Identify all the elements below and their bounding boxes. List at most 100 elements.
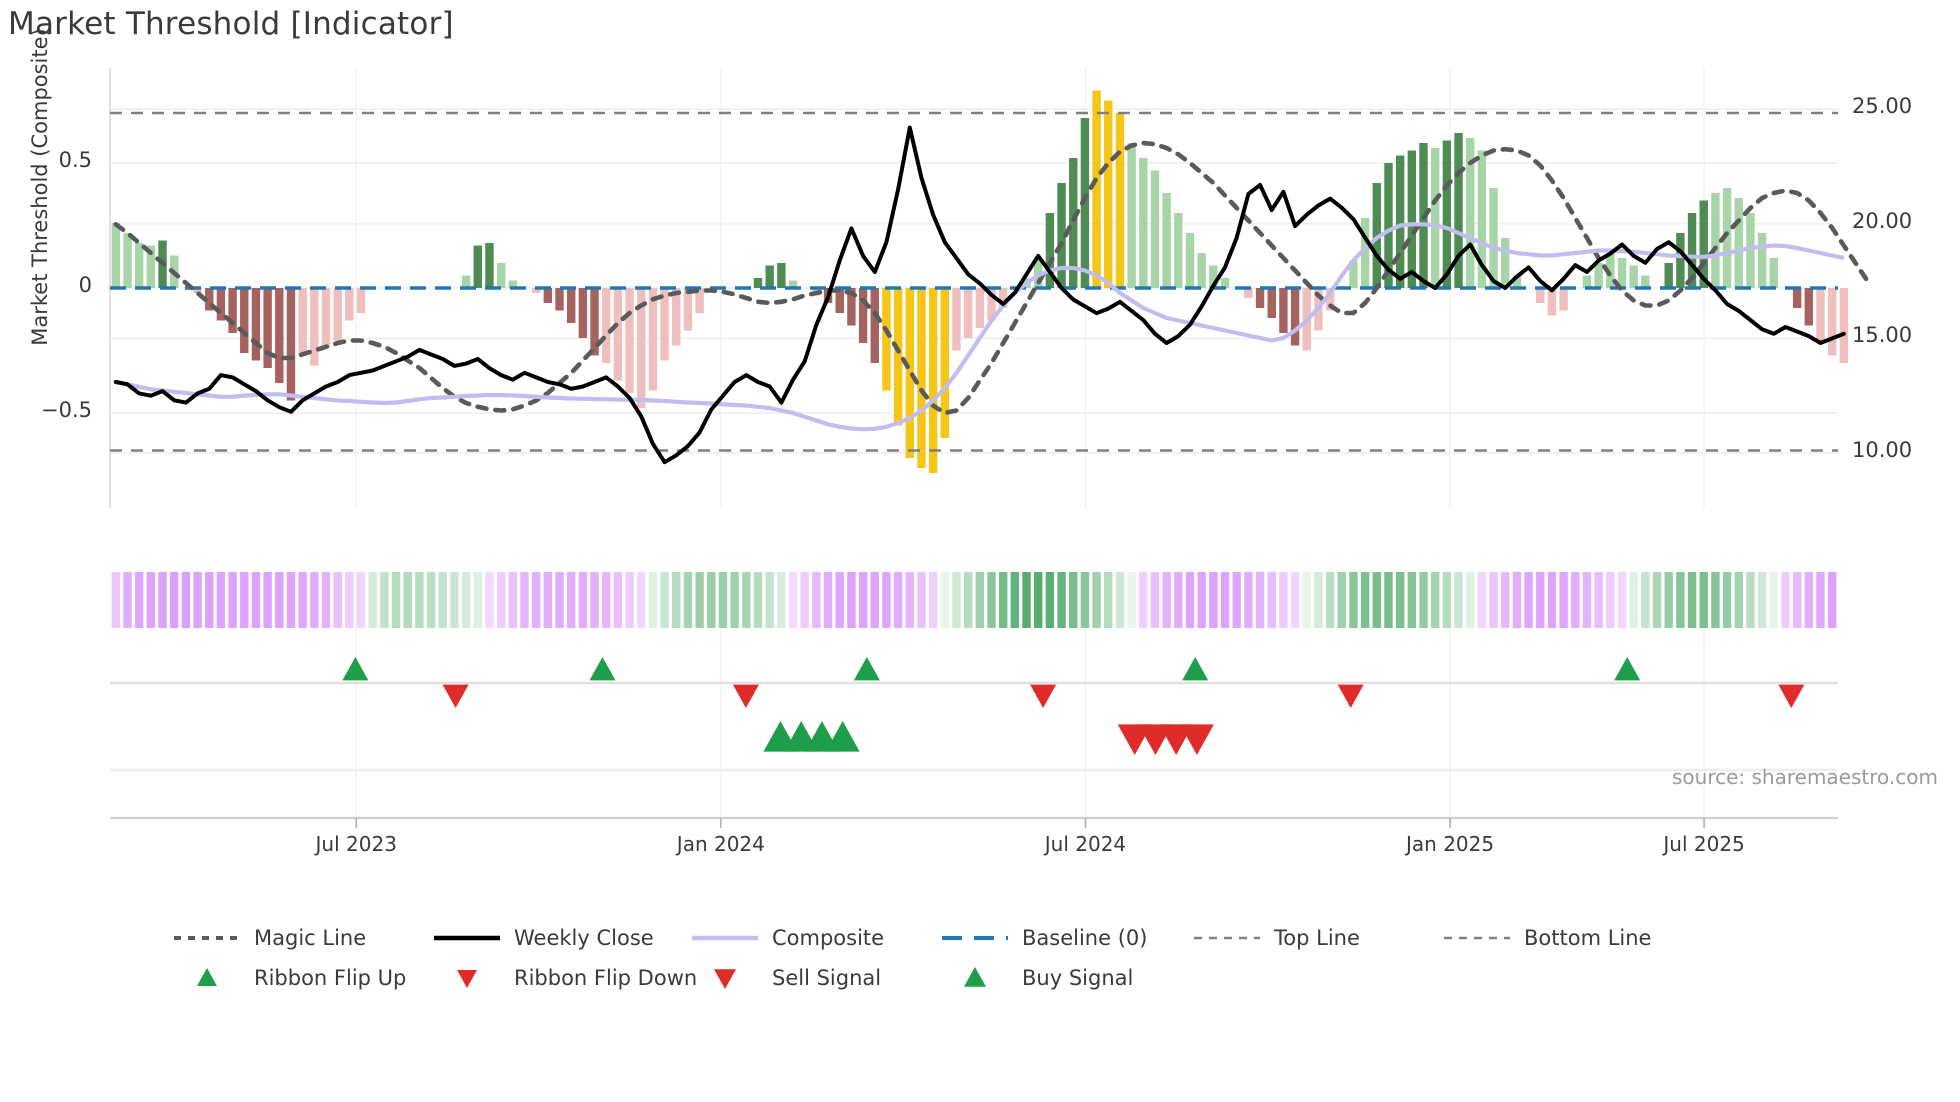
legend-item-magic-line[interactable]: Magic Line [170, 926, 430, 950]
legend-row-signals: Ribbon Flip Up Ribbon Flip Down Sell Signa… [0, 958, 1960, 998]
histogram-bar [134, 243, 144, 288]
histogram-bar [695, 288, 704, 313]
histogram-bar [1185, 233, 1195, 288]
x-tick-0: Jul 2023 [315, 832, 397, 856]
histogram-bar [531, 288, 541, 293]
histogram-bar [590, 288, 599, 356]
ribbon-bar [134, 572, 144, 628]
histogram-bar [1127, 143, 1136, 288]
histogram-bar [1162, 193, 1171, 288]
legend-item-composite[interactable]: Composite [688, 926, 938, 950]
ribbon-bar [170, 572, 179, 628]
histogram-bar [333, 288, 342, 341]
ribbon-bar [1290, 572, 1300, 628]
histogram-bar [1267, 288, 1276, 318]
histogram-bar [1734, 198, 1743, 288]
histogram-bar [496, 263, 506, 288]
ribbon-bar [917, 572, 926, 628]
ribbon-bar [1501, 572, 1510, 628]
histogram-bar [1069, 158, 1078, 288]
ribbon-bar [461, 572, 471, 628]
histogram-bar [1746, 213, 1755, 288]
legend-label: Composite [772, 926, 885, 950]
ribbon-bar [310, 572, 319, 628]
histogram-bar [998, 288, 1008, 308]
legend-label: Magic Line [254, 926, 367, 950]
ribbon-bar [1010, 572, 1020, 628]
ribbon-bar [1349, 572, 1358, 628]
histogram-bar [251, 288, 261, 361]
ribbon-bar [415, 572, 424, 628]
histogram-bar [847, 288, 856, 326]
ribbon-bar [753, 572, 763, 628]
histogram-bar [1489, 188, 1498, 288]
histogram-bar [1255, 288, 1265, 308]
histogram-bar [1092, 90, 1101, 288]
right-tick-1: 20.00 [1852, 208, 1913, 233]
histogram-bar [1244, 288, 1253, 298]
ribbon-bar [672, 572, 681, 628]
ribbon-bar [1746, 572, 1755, 628]
ribbon-bar [531, 572, 541, 628]
ribbon-flip-down-marker [1337, 684, 1364, 708]
legend-label: Sell Signal [772, 966, 882, 990]
ribbon-bar [987, 572, 996, 628]
legend-item-sell-signal[interactable]: Sell Signal [688, 966, 938, 990]
ribbon-bar [1185, 572, 1195, 628]
histogram-bar [1080, 118, 1090, 288]
histogram-bar [788, 280, 798, 288]
ribbon-bar [590, 572, 599, 628]
histogram-bar [1150, 170, 1160, 288]
ribbon-bar [1582, 572, 1592, 628]
ribbon-bar [940, 572, 950, 628]
ribbon-flip-up-marker [1614, 657, 1641, 681]
histogram-bar [1349, 260, 1358, 288]
ribbon-bar [847, 572, 856, 628]
histogram-bar [1466, 138, 1475, 288]
histogram-bar [1279, 288, 1288, 333]
histogram-bar [1641, 275, 1650, 288]
ribbon-bar [882, 572, 891, 628]
legend-item-weekly-close[interactable]: Weekly Close [430, 926, 688, 950]
histogram-bar [298, 288, 307, 356]
histogram-bar [905, 288, 914, 458]
ribbon-bar [1162, 572, 1171, 628]
ribbon-bar [1524, 572, 1533, 628]
legend-item-buy-signal[interactable]: Buy Signal [938, 966, 1190, 990]
ribbon-bar [158, 572, 167, 628]
legend-item-baseline-0[interactable]: Baseline (0) [938, 926, 1190, 950]
histogram-bar [146, 245, 156, 288]
histogram-bar [963, 288, 973, 338]
ribbon-flip-up-marker [342, 657, 369, 681]
ribbon-bar [695, 572, 704, 628]
legend-label: Ribbon Flip Down [514, 966, 698, 990]
histogram-bar [683, 288, 693, 331]
ribbon-bar [835, 572, 844, 628]
histogram-bar [1792, 288, 1802, 308]
histogram-bar [777, 263, 786, 288]
ribbon-bar [1536, 572, 1545, 628]
histogram-bar [928, 288, 938, 473]
legend-item-top-line[interactable]: Top Line [1190, 926, 1440, 950]
x-tick-4: Jul 2025 [1663, 832, 1745, 856]
ribbon-bar [707, 572, 716, 628]
ribbon-bar [1244, 572, 1253, 628]
legend-item-ribbon-flip-down[interactable]: Ribbon Flip Down [430, 966, 697, 990]
page-title: Market Threshold [Indicator] [8, 6, 454, 42]
ribbon-bar [508, 572, 518, 628]
histogram-bar [987, 288, 996, 321]
ribbon-bar [1092, 572, 1101, 628]
ribbon-bar [1115, 572, 1125, 628]
ribbon-bar [566, 572, 576, 628]
ribbon-bar [426, 572, 436, 628]
left-tick-2: −0.5 [41, 398, 92, 422]
histogram-bar [473, 245, 482, 288]
legend-row-primary: Magic Line Weekly Close Composite Baseline … [0, 918, 1960, 958]
ribbon-bar [1069, 572, 1078, 628]
histogram-bar [1617, 258, 1627, 288]
legend-item-bottom-line[interactable]: Bottom Line [1440, 926, 1690, 950]
ribbon-bar [1372, 572, 1382, 628]
histogram-bar [1395, 155, 1405, 288]
buy-signal-marker [825, 721, 860, 752]
legend-item-ribbon-flip-up[interactable]: Ribbon Flip Up [170, 966, 430, 990]
